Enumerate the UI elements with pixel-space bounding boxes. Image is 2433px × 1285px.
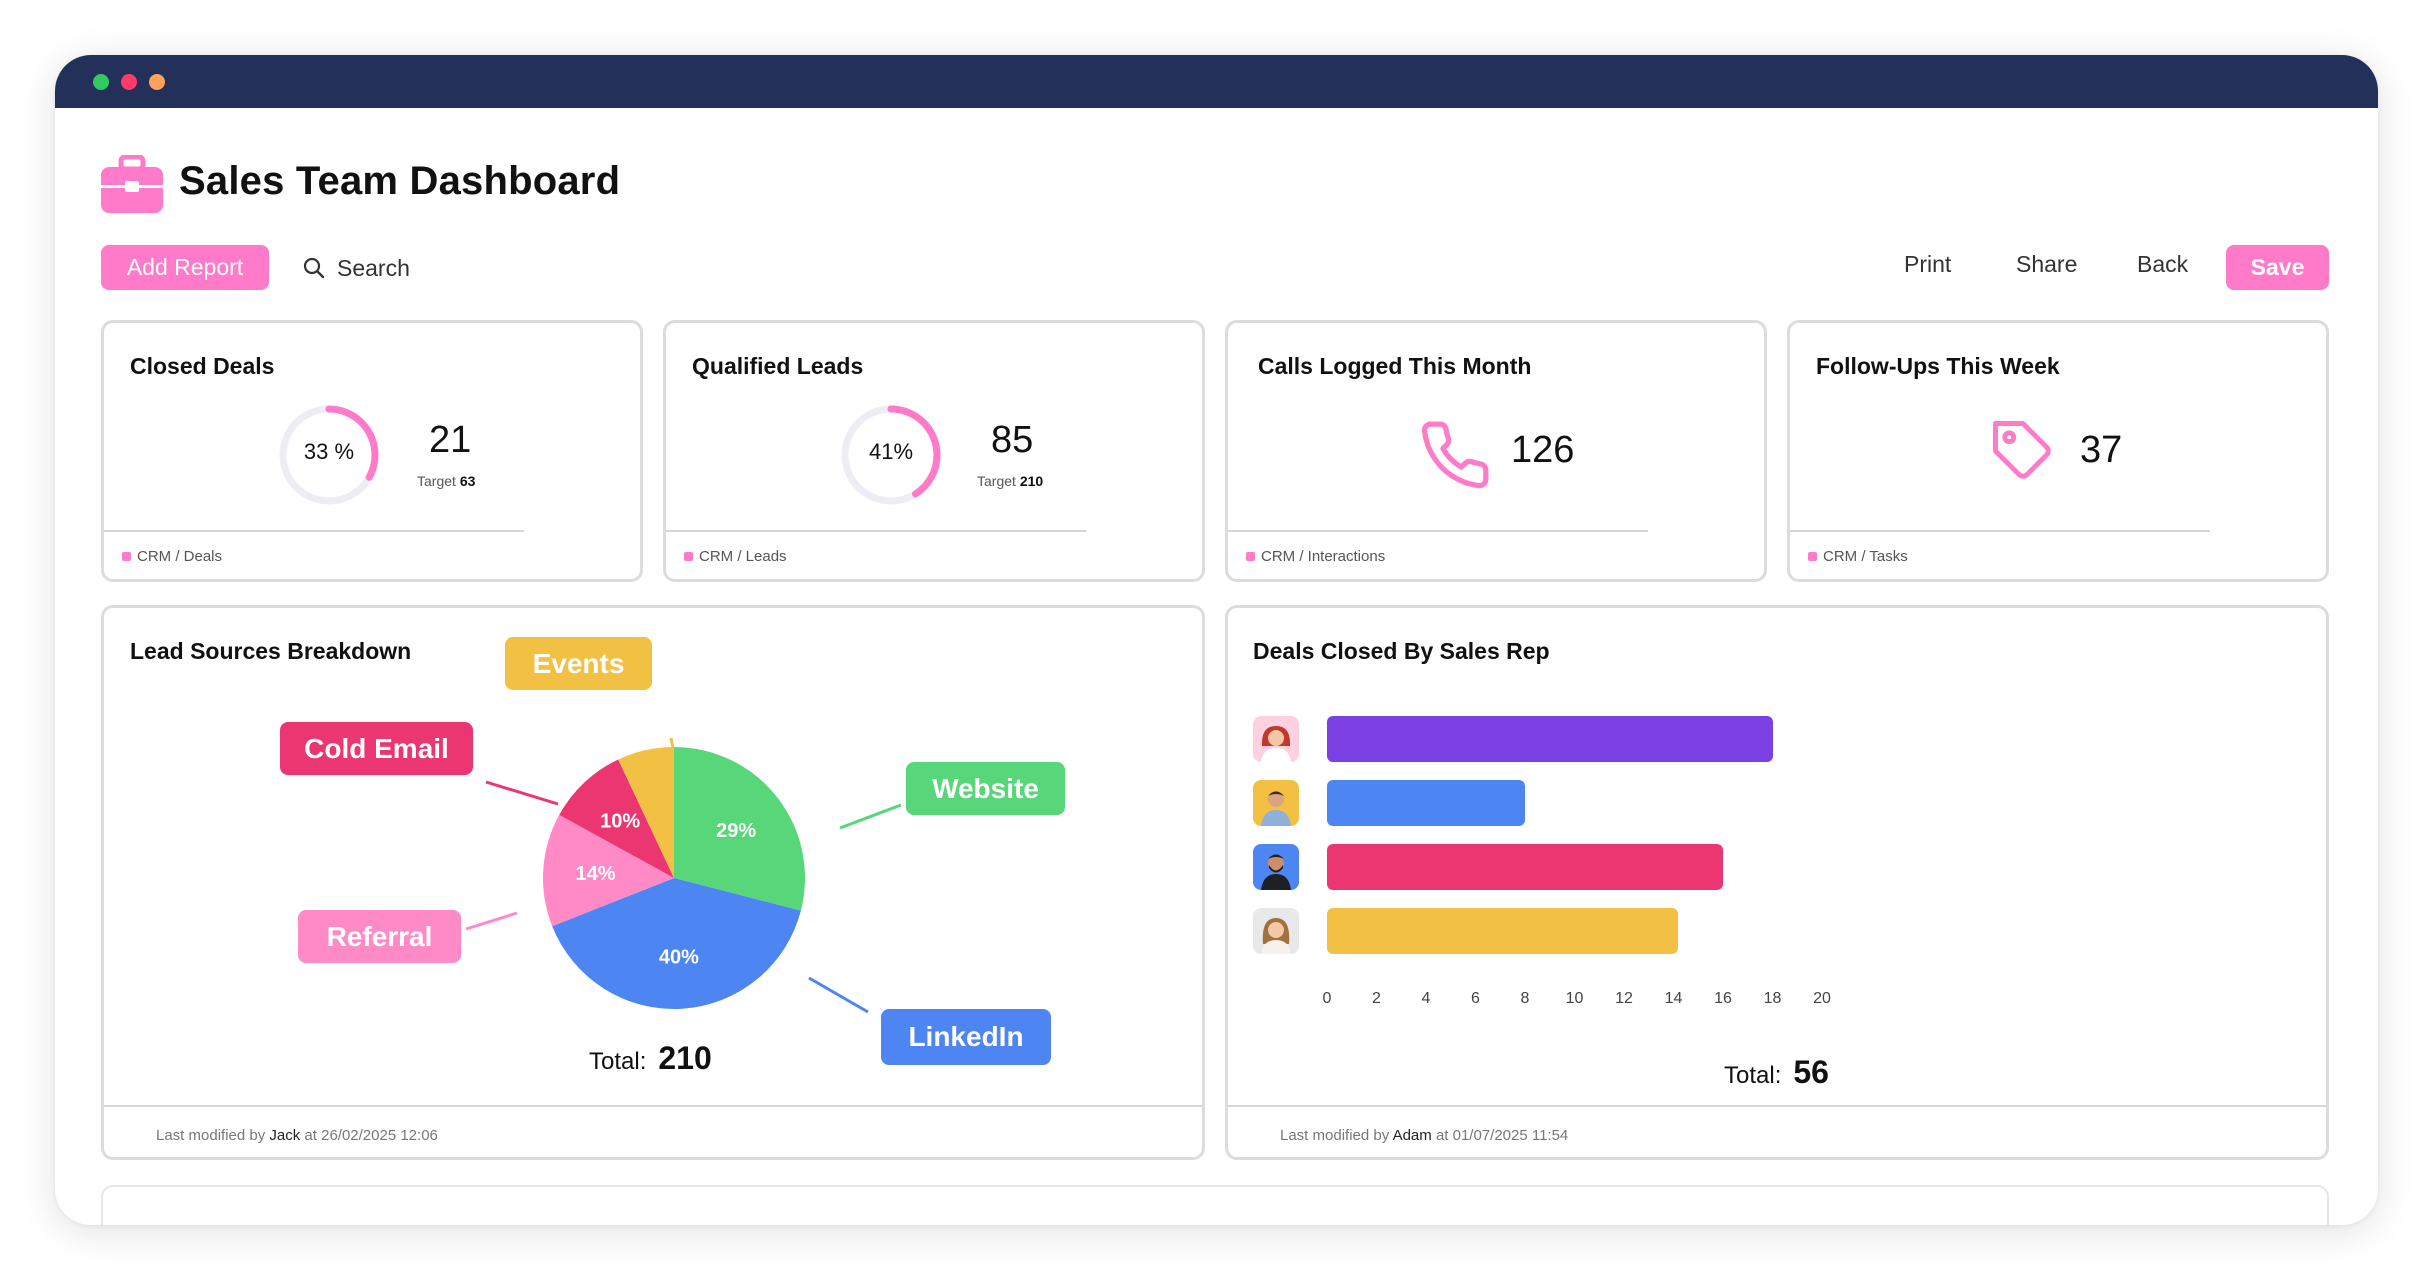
save-button[interactable]: Save [2226,245,2329,290]
progress-percent: 41% [868,439,914,464]
x-tick-label: 8 [1520,990,1530,1007]
kpi-value: 37 [2080,429,2123,471]
kpi-title: Qualified Leads [692,353,864,379]
avatar [1253,844,1299,890]
window-maximize-button[interactable] [93,74,109,90]
x-tick-label: 4 [1421,990,1431,1007]
pie-total: Total: 210 [589,1040,712,1076]
kpi-title: Closed Deals [130,353,275,379]
pie-slice-label: 29% [716,820,756,842]
bar-rep-3 [1327,844,1723,890]
back-button[interactable]: Back [2137,251,2189,277]
bar-rep-2 [1327,780,1525,826]
x-tick-label: 20 [1813,990,1831,1007]
x-tick-label: 18 [1763,990,1782,1007]
kpi-card-follow-ups: Follow-Ups This Week 37 CRM / Tasks [1787,320,2329,582]
kpi-card-calls-logged: Calls Logged This Month 126 CRM / Intera… [1225,320,1767,582]
kpi-value: 126 [1511,429,1575,471]
kpi-target: Target 210 [977,473,1044,489]
data-source: CRM / Leads [684,548,787,565]
kpi-value: 21 [429,419,472,461]
window-minimize-button[interactable] [149,74,165,90]
divider [104,530,524,532]
x-tick-label: 12 [1615,990,1633,1007]
divider [1790,530,2210,532]
pie-slice-label: 14% [576,863,616,885]
add-report-button[interactable]: Add Report [101,245,269,290]
kpi-title: Follow-Ups This Week [1816,353,2060,379]
pie-slice-website [674,747,805,911]
x-tick-label: 14 [1664,990,1683,1007]
pie-slice-events [618,747,674,878]
search-button[interactable]: Search [303,251,410,285]
bar-total: Total: 56 [1724,1054,1829,1090]
data-source: CRM / Tasks [1808,548,1908,565]
briefcase-icon [101,155,163,213]
kpi-target: Target 63 [417,473,476,489]
phone-icon [1421,421,1489,489]
data-source: CRM / Deals [122,548,222,565]
divider [104,1105,1202,1107]
x-tick-label: 16 [1714,990,1732,1007]
lead-sources-card: Lead Sources Breakdown 29% 40% 14% 10% Even… [101,605,1205,1160]
divider [1228,530,1648,532]
divider [1228,1105,2326,1107]
pie-chart: 29% 40% 14% 10% [465,737,902,1014]
kpi-value: 85 [991,419,1034,461]
window-close-button[interactable] [121,74,137,90]
search-icon [303,257,325,279]
kpi-card-closed-deals: Closed Deals 33 % 21 Target 63 CRM / Dea… [101,320,643,582]
callout-referral: Referral [298,910,461,963]
kpi-title: Calls Logged This Month [1258,353,1532,379]
tag-icon [1993,421,2051,479]
pie-slice-label: 10% [600,811,640,833]
last-modified: Last modified by Jack at 26/02/2025 12:0… [156,1127,438,1144]
page-title: Sales Team Dashboard [179,159,621,203]
callout-cold-email: Cold Email [280,722,473,775]
bar-rep-4 [1327,908,1679,954]
print-button[interactable]: Print [1904,251,1952,277]
callout-linkedin: LinkedIn [881,1009,1051,1065]
x-tick-label: 6 [1471,990,1480,1007]
progress-ring [279,405,379,505]
pie-slice-cold-email [559,759,674,878]
avatar [1253,908,1299,954]
kpi-card-qualified-leads: Qualified Leads 41% 85 Target 210 CRM / … [663,320,1205,582]
deals-by-rep-card: Deals Closed By Sales Rep 0 2 4 6 8 10 12 14 16 1… [1225,605,2329,1160]
search-label: Search [337,254,410,281]
pie-slice-linkedin [552,878,801,1009]
data-source: CRM / Interactions [1246,548,1385,565]
x-tick-label: 10 [1565,990,1584,1007]
divider [666,530,1086,532]
share-button[interactable]: Share [2016,251,2078,277]
avatar [1253,780,1299,826]
x-tick-label: 2 [1372,990,1381,1007]
window-titlebar [55,55,2378,108]
pie-slice-referral [543,814,674,927]
next-card [101,1185,2329,1225]
chart-title: Lead Sources Breakdown [130,638,412,664]
chart-title: Deals Closed By Sales Rep [1253,638,1550,664]
callout-events: Events [505,637,652,690]
bar-rep-1 [1327,716,1773,762]
progress-ring [841,405,941,505]
app-window: Sales Team Dashboard Add Report Search P… [55,55,2378,1225]
x-tick-label: 0 [1322,990,1332,1007]
pie-slice-label: 40% [659,946,699,968]
last-modified: Last modified by Adam at 01/07/2025 11:5… [1280,1127,1569,1144]
avatar [1253,716,1299,762]
progress-percent: 33 % [303,439,355,464]
callout-website: Website [906,762,1065,815]
